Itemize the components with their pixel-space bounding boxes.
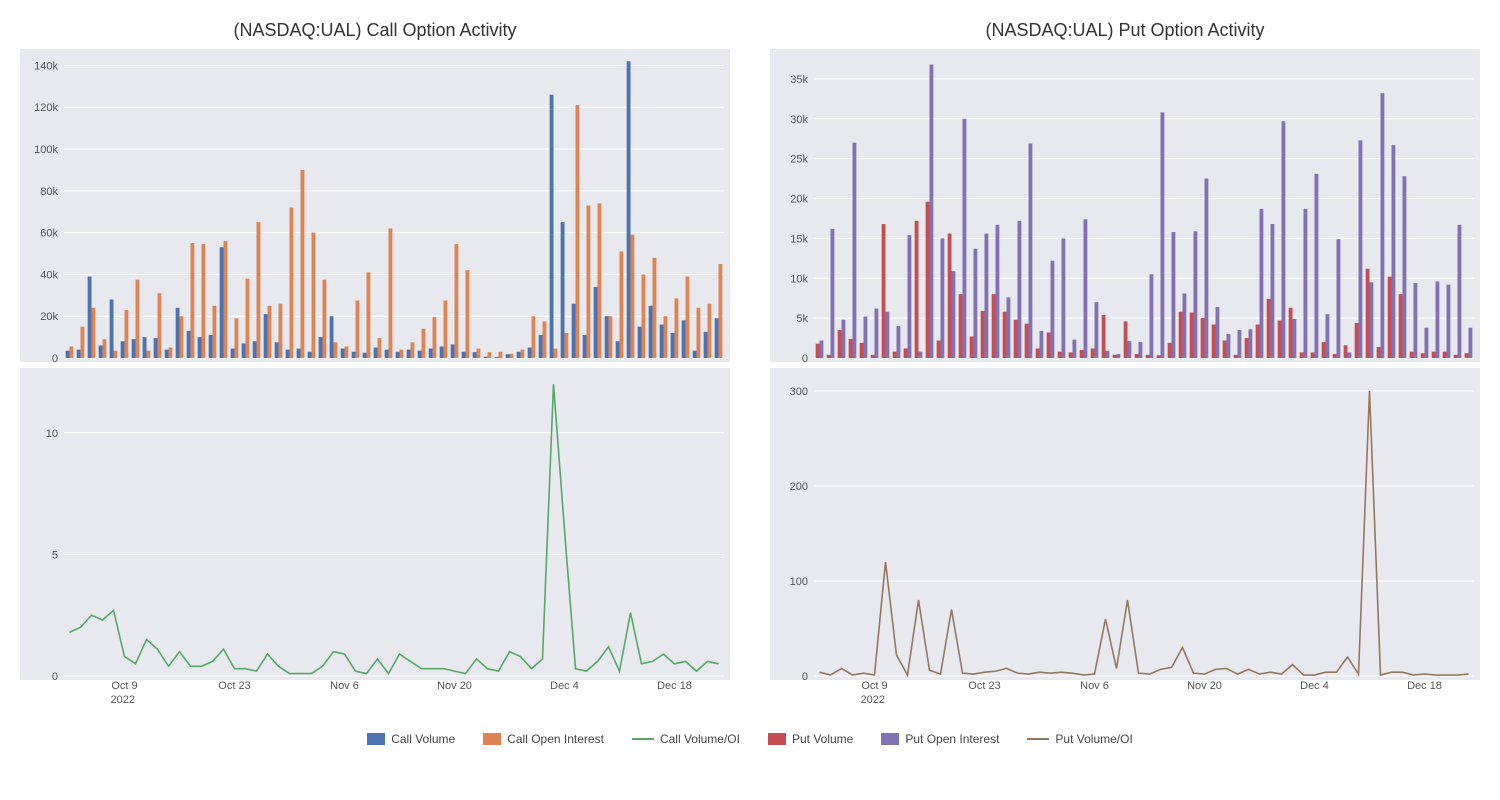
legend-swatch-line [632,738,654,740]
svg-text:140k: 140k [34,60,58,72]
legend-item: Put Volume [768,732,853,746]
svg-text:60k: 60k [40,228,58,240]
x-tick-label: Dec 18 [1407,680,1442,692]
legend-item: Put Open Interest [881,732,999,746]
svg-text:15k: 15k [790,233,808,245]
x-tick-label: Oct 9 [111,680,137,692]
left-xaxis: Oct 9 Oct 23 Nov 6 Nov 20 Dec 4 Dec 18 2022 [20,680,730,720]
x-year-label: 2022 [861,694,885,706]
legend-item: Put Volume/OI [1027,732,1132,746]
legend-label: Call Open Interest [507,732,604,746]
left-panel: (NASDAQ:UAL) Call Option Activity 0 20k 40… [20,20,730,720]
legend-swatch-box [881,733,899,745]
x-tick-label: Dec 18 [657,680,692,692]
svg-text:120k: 120k [34,102,58,114]
legend-swatch-box [768,733,786,745]
panels-container: (NASDAQ:UAL) Call Option Activity 0 20k 40… [20,20,1480,720]
x-tick-label: Nov 20 [1187,680,1222,692]
legend-item: Call Volume [367,732,455,746]
svg-text:20k: 20k [790,194,808,206]
legend-swatch-box [367,733,385,745]
svg-text:5: 5 [52,549,58,561]
svg-text:200: 200 [790,481,808,493]
svg-text:0: 0 [52,353,58,362]
svg-text:0: 0 [802,671,808,680]
right-title: (NASDAQ:UAL) Put Option Activity [770,20,1480,41]
legend-label: Put Volume/OI [1055,732,1132,746]
svg-text:5k: 5k [796,313,808,325]
left-top-plot: 0 20k 40k 60k 80k 100k 120k 140k [20,49,730,362]
svg-text:10: 10 [46,428,58,440]
x-year-label: 2022 [111,694,135,706]
legend-swatch-line [1027,738,1049,740]
right-panel: (NASDAQ:UAL) Put Option Activity 0 5k 10k 1… [770,20,1480,720]
x-tick-label: Nov 6 [1080,680,1109,692]
svg-text:100k: 100k [34,144,58,156]
x-tick-label: Nov 20 [437,680,472,692]
legend: Call Volume Call Open Interest Call Volume… [20,732,1480,746]
left-bottom-plot: 0 5 10 [20,368,730,680]
svg-text:300: 300 [790,386,808,398]
legend-item: Call Open Interest [483,732,604,746]
legend-label: Put Volume [792,732,853,746]
legend-item: Call Volume/OI [632,732,740,746]
legend-label: Call Volume [391,732,455,746]
svg-text:25k: 25k [790,154,808,166]
right-bottom-plot: 0 100 200 300 [770,368,1480,680]
legend-label: Call Volume/OI [660,732,740,746]
x-tick-label: Dec 4 [1300,680,1329,692]
svg-text:0: 0 [802,353,808,362]
svg-text:30k: 30k [790,114,808,126]
svg-text:100: 100 [790,576,808,588]
svg-text:40k: 40k [40,269,58,281]
right-xaxis: Oct 9 Oct 23 Nov 6 Nov 20 Dec 4 Dec 18 2022 [770,680,1480,720]
svg-text:10k: 10k [790,273,808,285]
x-tick-label: Oct 23 [218,680,250,692]
x-tick-label: Dec 4 [550,680,579,692]
svg-text:35k: 35k [790,74,808,86]
legend-label: Put Open Interest [905,732,999,746]
x-tick-label: Oct 23 [968,680,1000,692]
x-tick-label: Oct 9 [861,680,887,692]
legend-swatch-box [483,733,501,745]
right-top-plot: 0 5k 10k 15k 20k 25k 30k 35k [770,49,1480,362]
left-title: (NASDAQ:UAL) Call Option Activity [20,20,730,41]
x-tick-label: Nov 6 [330,680,359,692]
svg-text:80k: 80k [40,186,58,198]
svg-text:0: 0 [52,671,58,680]
svg-text:20k: 20k [40,311,58,323]
